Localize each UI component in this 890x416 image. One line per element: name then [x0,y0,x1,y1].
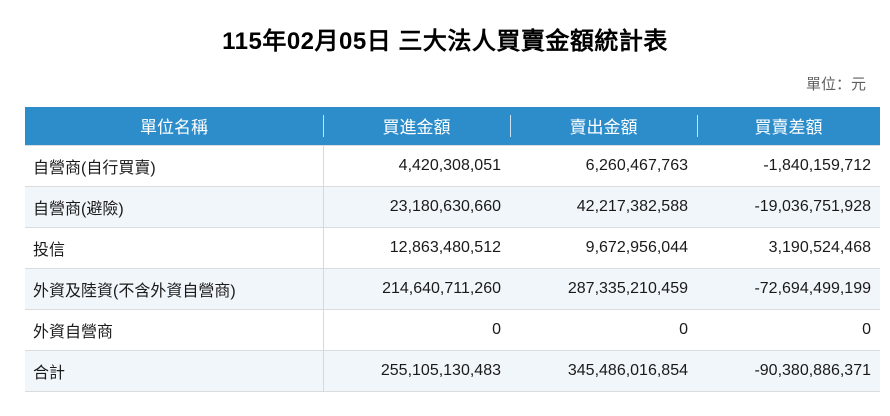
buy-amount: 4,420,308,051 [323,144,510,186]
buy-amount: 23,180,630,660 [323,185,510,227]
header-buy-amount: 買進金額 [323,107,510,145]
unit-label: 單位：元 [805,76,866,93]
row-name: 外資及陸資(不含外資自營商) [25,267,324,309]
table-header-row: 單位名稱 買進金額 賣出金額 買賣差額 [25,107,880,145]
sell-amount: 42,217,382,588 [510,185,697,227]
header-unit-name: 單位名稱 [25,107,323,145]
buy-amount: 0 [323,308,510,350]
row-name: 自營商(避險) [25,185,324,227]
sell-amount: 6,260,467,763 [510,144,697,186]
diff-amount: -1,840,159,712 [697,144,880,186]
sell-amount: 9,672,956,044 [510,226,697,268]
diff-amount: 0 [697,308,880,350]
page-title: 115年02月05日 三大法人買賣金額統計表 [222,28,668,55]
sell-amount: 287,335,210,459 [510,267,697,309]
row-name: 合計 [25,349,324,391]
table-row-total: 合計 255,105,130,483 345,486,016,854 -90,3… [25,349,880,391]
diff-amount: 3,190,524,468 [697,226,880,268]
sell-amount: 0 [510,308,697,350]
diff-amount: -90,380,886,371 [697,349,880,391]
buy-amount: 214,640,711,260 [323,267,510,309]
buy-amount: 255,105,130,483 [323,349,510,391]
row-name: 投信 [25,226,324,268]
row-name: 外資自營商 [25,308,324,350]
page: 115年02月05日 三大法人買賣金額統計表 單位：元 單位名稱 買進金額 賣出… [0,26,890,416]
table-row-dealer-hedge: 自營商(避險) 23,180,630,660 42,217,382,588 -1… [25,185,880,227]
table-row-foreign-investors: 外資及陸資(不含外資自營商) 214,640,711,260 287,335,2… [25,267,880,309]
table-row-investment-trust: 投信 12,863,480,512 9,672,956,044 3,190,52… [25,226,880,268]
table-row-dealer-proprietary: 自營商(自行買賣) 4,420,308,051 6,260,467,763 -1… [25,144,880,186]
header-sell-amount: 賣出金額 [510,107,697,145]
diff-amount: -72,694,499,199 [697,267,880,309]
institutional-trading-table: 單位名稱 買進金額 賣出金額 買賣差額 自營商(自行買賣) 4,420,308,… [25,107,880,392]
diff-amount: -19,036,751,928 [697,185,880,227]
row-name: 自營商(自行買賣) [25,144,324,186]
table-row-foreign-dealers: 外資自營商 0 0 0 [25,308,880,350]
header-diff-amount: 買賣差額 [697,107,880,145]
buy-amount: 12,863,480,512 [323,226,510,268]
sell-amount: 345,486,016,854 [510,349,697,391]
